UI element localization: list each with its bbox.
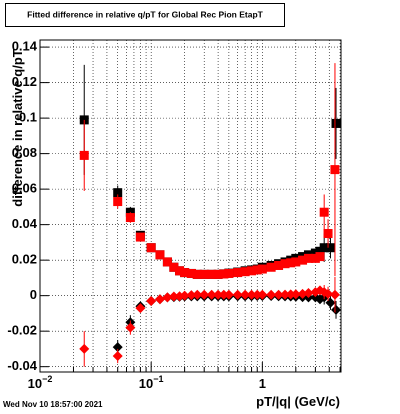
timestamp: Wed Nov 10 18:57:00 2021	[3, 400, 103, 409]
marker-diamond	[168, 291, 179, 302]
x-tick-label: 10−2	[28, 374, 53, 391]
y-tick-label: 0.08	[12, 145, 37, 160]
marker-square	[155, 250, 165, 260]
marker-diamond	[252, 289, 263, 300]
marker-square	[233, 268, 243, 278]
marker-square	[331, 118, 341, 128]
marker-square	[213, 269, 223, 279]
marker-square	[319, 243, 329, 253]
marker-diamond	[112, 342, 123, 353]
marker-square	[175, 266, 185, 276]
marker-square	[113, 188, 123, 198]
marker-square	[79, 150, 89, 160]
marker-diamond	[125, 322, 136, 333]
marker-square	[219, 269, 229, 279]
marker-square	[240, 267, 250, 277]
marker-diamond	[329, 289, 340, 300]
plot-frame	[39, 39, 342, 373]
x-tick-base: 10	[28, 376, 42, 391]
marker-square	[169, 262, 179, 272]
marker-square	[180, 268, 190, 278]
y-tick-label: 0	[30, 287, 37, 302]
y-tick-label: 0.12	[12, 74, 37, 89]
marker-diamond	[112, 351, 123, 362]
marker-diamond	[79, 343, 90, 354]
x-tick-exponent: −1	[153, 374, 163, 384]
marker-square	[298, 255, 308, 265]
marker-diamond	[290, 289, 301, 300]
marker-square	[310, 253, 320, 263]
marker-diamond	[154, 294, 165, 305]
marker-square	[280, 259, 290, 269]
marker-diamond	[240, 289, 251, 300]
marker-diamond	[323, 288, 334, 299]
marker-square	[162, 257, 172, 267]
marker-diamond	[206, 289, 217, 300]
marker-diamond	[218, 289, 229, 300]
marker-square	[323, 229, 333, 239]
marker-square	[291, 257, 301, 267]
marker-square	[330, 165, 340, 175]
y-tick-label: 0.14	[12, 39, 38, 54]
title-box	[5, 3, 285, 27]
marker-square	[325, 243, 335, 253]
marker-diamond	[146, 295, 157, 306]
marker-diamond	[192, 289, 203, 300]
marker-square	[224, 268, 234, 278]
marker-square	[303, 253, 313, 263]
marker-diamond	[280, 289, 291, 300]
marker-diamond	[179, 290, 190, 301]
marker-square	[199, 269, 209, 279]
marker-diamond	[186, 290, 197, 301]
marker-square	[319, 207, 329, 217]
marker-square	[192, 269, 202, 279]
marker-square	[186, 268, 196, 278]
marker-square	[146, 243, 156, 253]
marker-square	[247, 266, 257, 276]
marker-square	[286, 258, 296, 268]
marker-diamond	[162, 292, 173, 303]
marker-square	[207, 269, 217, 279]
y-tick-label: -0.02	[7, 323, 37, 338]
marker-square	[252, 265, 262, 275]
x-tick-exponent: −2	[42, 374, 52, 384]
marker-diamond	[257, 289, 268, 300]
marker-square	[113, 197, 123, 207]
marker-diamond	[303, 287, 314, 298]
y-tick-label: 0.1	[19, 110, 37, 125]
marker-diamond	[232, 289, 243, 300]
y-tick-label: -0.04	[7, 358, 37, 373]
marker-square	[135, 232, 145, 242]
x-axis-label: pT/|q| (GeV/c)	[256, 394, 340, 409]
marker-square	[266, 262, 276, 272]
marker-square	[315, 252, 325, 262]
x-tick-base: 10	[139, 376, 153, 391]
marker-diamond	[297, 288, 308, 299]
marker-diamond	[331, 304, 342, 315]
marker-square	[125, 213, 135, 223]
marker-diamond	[213, 289, 224, 300]
marker-square	[310, 248, 320, 258]
marker-diamond	[199, 289, 210, 300]
marker-diamond	[246, 289, 257, 300]
x-tick-label: 1	[259, 376, 266, 391]
marker-square	[257, 264, 267, 274]
marker-diamond	[273, 289, 284, 300]
y-tick-label: 0.04	[12, 216, 38, 231]
y-axis-label: difference in relative q/pT	[10, 49, 25, 207]
y-tick-label: 0.02	[12, 252, 37, 267]
marker-diamond	[135, 303, 146, 314]
chart-title: Fitted difference in relative q/pT for G…	[27, 9, 263, 19]
marker-diamond	[223, 289, 234, 300]
x-tick-label: 10−1	[139, 374, 164, 391]
marker-diamond	[266, 289, 277, 300]
y-tick-label: 0.06	[12, 181, 37, 196]
marker-square	[274, 260, 284, 270]
